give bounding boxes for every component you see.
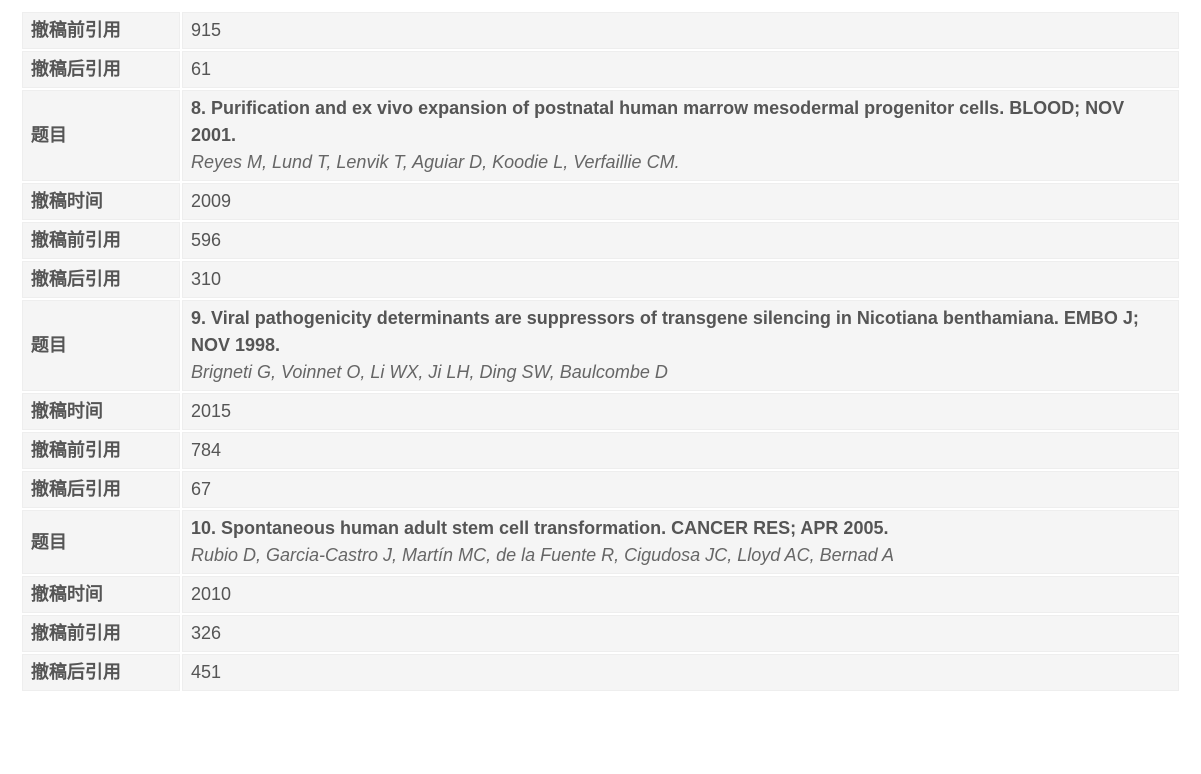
cell-value-retract-time: 2010 [182, 576, 1179, 613]
cell-value-title: 9. Viral pathogenicity determinants are … [182, 300, 1179, 391]
cell-label-cites-before: 撤稿前引用 [22, 615, 180, 652]
title-text: 10. Spontaneous human adult stem cell tr… [191, 518, 888, 538]
cell-label-cites-after: 撤稿后引用 [22, 471, 180, 508]
cell-label-cites-before: 撤稿前引用 [22, 432, 180, 469]
authors-text: Brigneti G, Voinnet O, Li WX, Ji LH, Din… [191, 362, 668, 382]
cell-value-cites-after: 61 [182, 51, 1179, 88]
cell-value-retract-time: 2009 [182, 183, 1179, 220]
cell-value-cites-after: 67 [182, 471, 1179, 508]
cell-label-cites-after: 撤稿后引用 [22, 654, 180, 691]
cell-value-cites-before: 915 [182, 12, 1179, 49]
title-text: 8. Purification and ex vivo expansion of… [191, 98, 1124, 145]
cell-label-retract-time: 撤稿时间 [22, 183, 180, 220]
cell-value-cites-before: 326 [182, 615, 1179, 652]
authors-text: Rubio D, Garcia-Castro J, Martín MC, de … [191, 545, 894, 565]
cell-label-cites-before: 撤稿前引用 [22, 222, 180, 259]
cell-value-title: 10. Spontaneous human adult stem cell tr… [182, 510, 1179, 574]
cell-label-retract-time: 撤稿时间 [22, 393, 180, 430]
cell-label-cites-before: 撤稿前引用 [22, 12, 180, 49]
cell-value-cites-after: 310 [182, 261, 1179, 298]
cell-value-cites-before: 784 [182, 432, 1179, 469]
cell-label-cites-after: 撤稿后引用 [22, 51, 180, 88]
cell-label-title: 题目 [22, 300, 180, 391]
cell-value-title: 8. Purification and ex vivo expansion of… [182, 90, 1179, 181]
cell-value-cites-after: 451 [182, 654, 1179, 691]
cell-value-retract-time: 2015 [182, 393, 1179, 430]
cell-label-cites-after: 撤稿后引用 [22, 261, 180, 298]
cell-value-cites-before: 596 [182, 222, 1179, 259]
title-text: 9. Viral pathogenicity determinants are … [191, 308, 1139, 355]
authors-text: Reyes M, Lund T, Lenvik T, Aguiar D, Koo… [191, 152, 680, 172]
cell-label-title: 题目 [22, 90, 180, 181]
retraction-table: 撤稿前引用 915 撤稿后引用 61 题目 8. Purification an… [20, 10, 1181, 693]
cell-label-title: 题目 [22, 510, 180, 574]
cell-label-retract-time: 撤稿时间 [22, 576, 180, 613]
